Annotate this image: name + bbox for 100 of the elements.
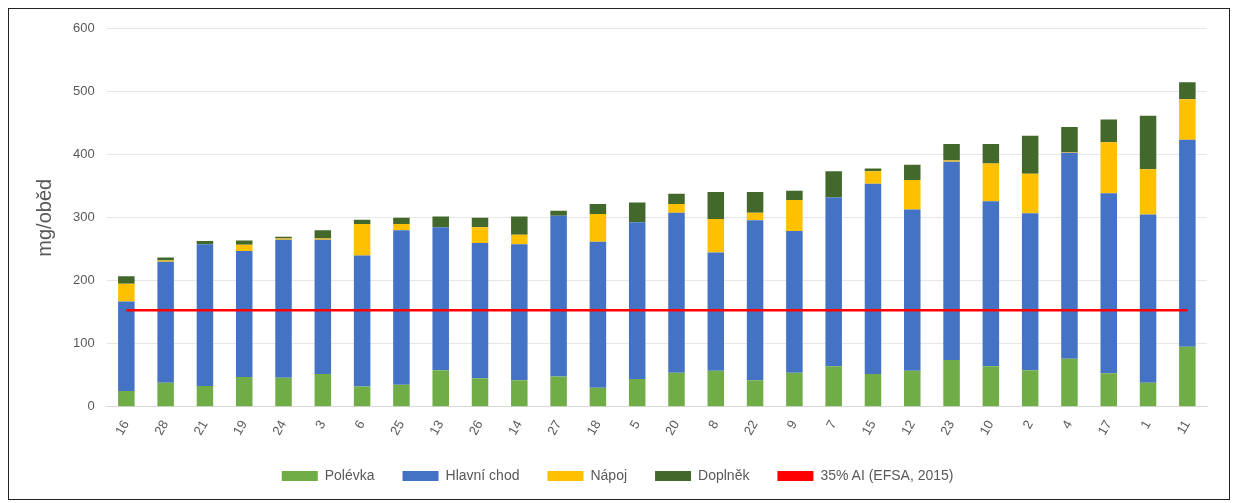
bar <box>825 171 842 198</box>
bar <box>707 370 725 407</box>
bar <box>511 244 528 381</box>
bar <box>157 261 174 383</box>
bar <box>196 241 214 245</box>
bar <box>471 378 489 407</box>
bar <box>471 242 489 379</box>
bar <box>668 203 685 213</box>
bar <box>1021 135 1039 174</box>
bar <box>982 201 1000 367</box>
bar <box>982 366 1000 407</box>
x-tick-label: 8 <box>704 417 722 432</box>
x-tick-label: 6 <box>351 417 368 432</box>
bar <box>1179 99 1196 140</box>
y-tick-label: 500 <box>72 83 95 99</box>
bar <box>393 230 410 385</box>
bar <box>1179 139 1196 347</box>
bar <box>1061 127 1078 153</box>
legend-label: Doplněk <box>698 466 751 483</box>
bar <box>864 373 882 407</box>
bar <box>1100 193 1118 374</box>
bar <box>118 390 135 407</box>
bar <box>1021 173 1039 214</box>
bar <box>1179 82 1196 100</box>
bar <box>904 370 921 407</box>
bar <box>589 387 607 407</box>
bar <box>235 244 253 252</box>
bar <box>353 224 371 256</box>
bar <box>235 377 253 407</box>
bar <box>1061 152 1078 359</box>
bar <box>668 193 685 204</box>
bar <box>1179 346 1196 407</box>
bar <box>982 163 1000 202</box>
legend-label: Polévka <box>324 466 375 483</box>
bar <box>1100 373 1118 407</box>
bar <box>943 161 960 361</box>
legend-label: Nápoj <box>590 466 628 483</box>
bar <box>589 241 607 388</box>
bar <box>275 239 292 378</box>
bar <box>746 380 764 407</box>
x-tick-label: 9 <box>783 417 801 432</box>
x-tick-label: 26 <box>465 417 486 438</box>
bar <box>825 366 842 407</box>
bar <box>1021 370 1039 407</box>
y-axis-title: mg/oběd <box>32 178 55 257</box>
bar <box>118 301 135 391</box>
bar <box>393 224 410 231</box>
x-tick-label: 7 <box>822 417 840 432</box>
x-tick-label: 12 <box>897 417 918 438</box>
bar <box>589 213 607 242</box>
bar <box>589 203 607 214</box>
bar <box>746 220 764 381</box>
x-tick-label: 1 <box>1137 417 1154 432</box>
bar <box>314 230 332 239</box>
bar <box>511 216 528 235</box>
bar <box>1061 358 1078 407</box>
bar <box>746 191 764 213</box>
bar <box>668 372 685 407</box>
bar <box>904 209 921 371</box>
bar <box>353 255 371 387</box>
bar <box>786 372 803 407</box>
bar <box>668 212 685 373</box>
x-tick-label: 24 <box>269 417 290 438</box>
y-tick-label: 400 <box>72 146 95 162</box>
bar <box>943 360 960 407</box>
x-tick-label: 27 <box>544 417 565 438</box>
bar <box>471 217 489 228</box>
x-tick-label: 20 <box>661 417 683 438</box>
bar <box>118 283 135 302</box>
bar <box>1021 213 1039 371</box>
y-tick-label: 600 <box>72 20 95 36</box>
bar <box>904 179 921 210</box>
y-tick-label: 200 <box>72 272 95 288</box>
bar <box>904 164 921 180</box>
bar <box>393 384 410 407</box>
bar <box>471 227 489 243</box>
x-tick-label: 21 <box>190 417 211 438</box>
bar <box>550 376 567 407</box>
bar <box>707 191 725 219</box>
bar <box>707 252 725 371</box>
bar <box>235 251 253 378</box>
x-tick-label: 22 <box>740 417 761 438</box>
y-tick-label: 300 <box>72 209 95 225</box>
bar <box>118 276 135 284</box>
bar <box>786 190 803 201</box>
bar <box>982 144 1000 164</box>
bar <box>235 240 253 245</box>
x-tick-label: 25 <box>386 417 408 438</box>
bar <box>275 377 292 407</box>
bar <box>786 200 803 231</box>
bar <box>1139 169 1157 215</box>
bar <box>432 370 449 407</box>
bar <box>628 202 646 223</box>
x-tick-label: 3 <box>311 417 329 432</box>
bar <box>825 197 842 367</box>
bar <box>432 227 449 371</box>
bar <box>393 217 410 225</box>
x-tick-label: 28 <box>151 417 172 438</box>
bar <box>707 219 725 253</box>
x-tick-label: 13 <box>426 417 447 438</box>
